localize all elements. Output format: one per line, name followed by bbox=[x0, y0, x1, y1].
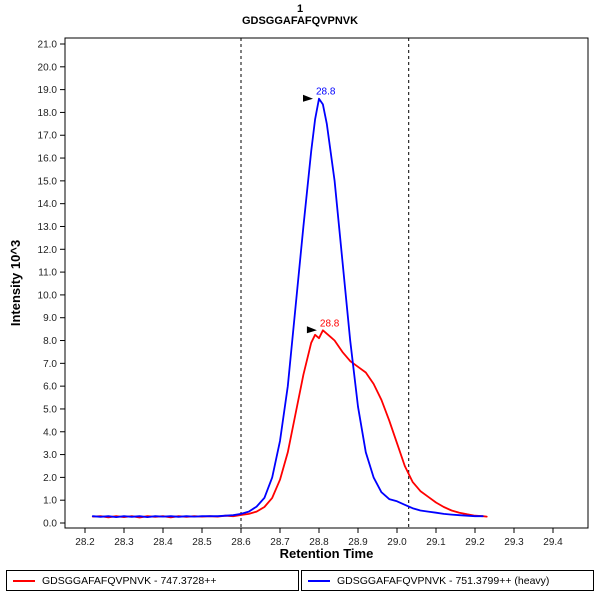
y-tick-label: 13.0 bbox=[38, 222, 58, 233]
legend-item: GDSGGAFAFQVPNVK - 747.3728++ bbox=[6, 570, 299, 591]
y-tick-label: 20.0 bbox=[38, 62, 58, 73]
x-tick-label: 29.0 bbox=[387, 537, 407, 548]
x-tick-label: 29.4 bbox=[543, 537, 563, 548]
y-tick-label: 12.0 bbox=[38, 245, 58, 256]
y-axis-title: Intensity 10^3 bbox=[8, 240, 23, 326]
y-tick-label: 3.0 bbox=[43, 450, 57, 461]
x-tick-label: 28.9 bbox=[348, 537, 368, 548]
y-tick-label: 8.0 bbox=[43, 336, 57, 347]
y-tick-label: 15.0 bbox=[38, 176, 58, 187]
chart-title-index: 1 bbox=[296, 3, 304, 15]
x-tick-label: 28.2 bbox=[75, 537, 95, 548]
legend: GDSGGAFAFQVPNVK - 747.3728++ GDSGGAFAFQVP… bbox=[0, 570, 600, 591]
plot-border bbox=[64, 37, 589, 529]
y-tick-label: 4.0 bbox=[43, 427, 57, 438]
legend-line-sample bbox=[308, 579, 330, 582]
peak-rt-annotation[interactable]: 28.8 bbox=[320, 318, 340, 329]
y-tick-label: 18.0 bbox=[38, 108, 58, 119]
y-tick-label: 6.0 bbox=[43, 382, 57, 393]
x-tick-label: 29.2 bbox=[465, 537, 485, 548]
y-tick-label: 14.0 bbox=[38, 199, 58, 210]
x-axis-title: Retention Time bbox=[280, 546, 374, 561]
y-tick-label: 7.0 bbox=[43, 359, 57, 370]
peak-rt-annotation[interactable]: 28.8 bbox=[316, 87, 336, 98]
peak-arrow-icon bbox=[306, 326, 317, 334]
x-tick-label: 28.6 bbox=[231, 537, 251, 548]
x-tick-label: 28.8 bbox=[309, 537, 329, 548]
x-tick-label: 29.3 bbox=[504, 537, 524, 548]
chart-title-peptide: GDSGGAFAFQVPNVK bbox=[241, 15, 359, 27]
trace-heavy[interactable] bbox=[91, 97, 484, 518]
x-tick-label: 28.7 bbox=[270, 537, 290, 548]
y-tick-label: 17.0 bbox=[38, 131, 58, 142]
legend-label: GDSGGAFAFQVPNVK - 751.3799++ (heavy) bbox=[337, 574, 550, 587]
y-tick-label: 10.0 bbox=[38, 290, 58, 301]
y-tick-label: 21.0 bbox=[38, 40, 58, 51]
legend-line-sample bbox=[13, 579, 35, 582]
y-tick-label: 19.0 bbox=[38, 85, 58, 96]
legend-item: GDSGGAFAFQVPNVK - 751.3799++ (heavy) bbox=[301, 570, 594, 591]
y-tick-label: 5.0 bbox=[43, 404, 57, 415]
x-tick-label: 28.5 bbox=[192, 537, 212, 548]
peak-arrow-icon bbox=[303, 94, 313, 102]
legend-label: GDSGGAFAFQVPNVK - 747.3728++ bbox=[42, 574, 217, 587]
x-tick-label: 29.1 bbox=[426, 537, 446, 548]
y-tick-label: 1.0 bbox=[43, 496, 57, 507]
y-tick-label: 11.0 bbox=[38, 268, 57, 279]
y-tick-label: 0.0 bbox=[43, 519, 57, 530]
x-tick-label: 28.3 bbox=[114, 537, 134, 548]
x-tick-label: 28.4 bbox=[153, 537, 173, 548]
y-tick-label: 2.0 bbox=[43, 473, 57, 484]
y-tick-label: 9.0 bbox=[43, 313, 57, 324]
y-tick-label: 16.0 bbox=[38, 154, 58, 165]
